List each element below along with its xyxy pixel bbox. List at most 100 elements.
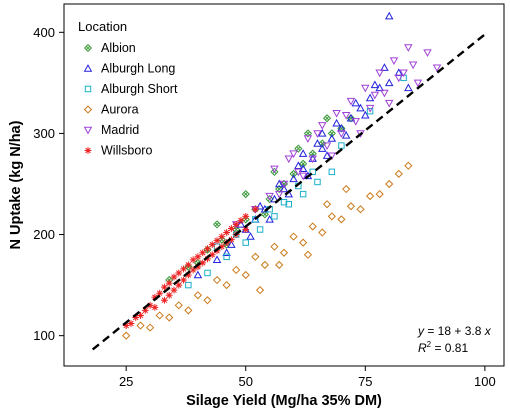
data-point	[384, 11, 394, 20]
axes-layer: 25 50 75 100 100 200 300 400	[33, 25, 495, 389]
data-point	[289, 174, 298, 183]
data-point	[222, 248, 231, 256]
r2-symbol: R	[418, 341, 427, 355]
data-point	[165, 279, 173, 287]
data-point	[251, 205, 259, 213]
data-point	[394, 169, 403, 178]
data-point	[351, 98, 360, 107]
x-tick-label: 50	[239, 374, 253, 389]
legend-label: Alburgh Long	[101, 62, 175, 76]
y-tick-label: 100	[33, 328, 55, 343]
data-point	[223, 253, 230, 261]
series-alburgh-short	[185, 74, 407, 289]
data-point	[241, 189, 250, 199]
data-point	[155, 311, 164, 320]
data-point	[346, 113, 356, 122]
data-point	[294, 168, 303, 177]
data-point	[361, 84, 370, 93]
points-layer	[122, 11, 442, 340]
data-point	[145, 323, 155, 332]
legend-marker	[84, 85, 92, 93]
data-point	[232, 221, 240, 228]
data-point	[260, 210, 269, 219]
data-point	[180, 276, 187, 284]
data-point	[423, 49, 432, 57]
x-tick-label: 25	[119, 374, 133, 389]
data-point	[299, 238, 308, 247]
data-point	[380, 63, 389, 71]
data-point	[184, 261, 192, 269]
data-point	[346, 97, 356, 106]
data-point	[384, 99, 394, 108]
data-point	[385, 179, 394, 189]
data-point	[204, 255, 211, 263]
data-point	[274, 179, 284, 188]
data-point	[322, 142, 332, 150]
eq-rhs: = 18 + 3.8	[424, 324, 485, 338]
data-point	[313, 130, 322, 138]
data-point	[365, 93, 375, 102]
data-point	[251, 252, 260, 261]
data-point	[289, 232, 298, 241]
r2-value: = 0.81	[431, 341, 468, 355]
data-point	[322, 151, 332, 159]
data-point	[175, 281, 183, 289]
data-point	[151, 293, 159, 301]
data-point	[375, 189, 384, 199]
legend-marker	[83, 43, 93, 53]
data-point	[255, 201, 265, 210]
data-point	[265, 192, 274, 201]
data-point	[380, 89, 389, 98]
data-point	[170, 273, 178, 281]
eq-x-symbol: x	[484, 324, 492, 338]
data-point	[284, 155, 294, 164]
legend-marker	[83, 64, 93, 72]
data-point	[298, 149, 308, 157]
legend-item: Alburgh Short	[84, 82, 178, 96]
data-point	[132, 314, 140, 321]
data-point	[184, 306, 193, 315]
legend-marker	[83, 126, 93, 135]
legend-label: Albion	[101, 41, 136, 55]
data-point	[432, 64, 442, 73]
data-point	[242, 226, 250, 233]
eq-y-symbol: y	[417, 324, 425, 338]
data-point	[318, 144, 327, 152]
data-point	[314, 178, 321, 186]
data-point	[338, 142, 345, 149]
data-point	[327, 134, 337, 142]
legend-label: Alburgh Short	[101, 82, 178, 96]
data-point	[299, 190, 307, 198]
data-point	[161, 283, 168, 291]
legend-title: Location	[78, 19, 127, 34]
data-point	[175, 269, 183, 277]
data-point	[270, 165, 279, 174]
data-point	[136, 321, 145, 330]
data-point	[327, 129, 336, 138]
x-tick-label: 75	[358, 374, 372, 389]
data-point	[174, 301, 183, 310]
data-point	[256, 226, 264, 233]
y-axis-title: N Uptake (kg N/ha)	[8, 120, 24, 249]
data-point	[275, 184, 284, 194]
data-point	[271, 213, 278, 220]
series-willsboro	[122, 205, 259, 329]
data-point	[165, 291, 173, 299]
data-point	[203, 296, 212, 305]
data-point	[294, 161, 303, 170]
y-tick-label: 400	[33, 25, 55, 40]
data-point	[279, 180, 289, 189]
data-point	[252, 216, 259, 223]
data-point	[279, 184, 289, 193]
data-point	[260, 260, 269, 269]
data-point	[399, 69, 408, 78]
data-point	[227, 236, 235, 244]
data-point	[232, 265, 241, 275]
data-point	[356, 205, 365, 214]
data-point	[298, 172, 308, 181]
x-axis-title: Silage Yield (Mg/ha 35% DM)	[186, 393, 382, 409]
legend-item: Madrid	[83, 123, 139, 137]
data-point	[185, 281, 192, 289]
data-point	[299, 159, 308, 168]
data-point	[223, 229, 231, 236]
